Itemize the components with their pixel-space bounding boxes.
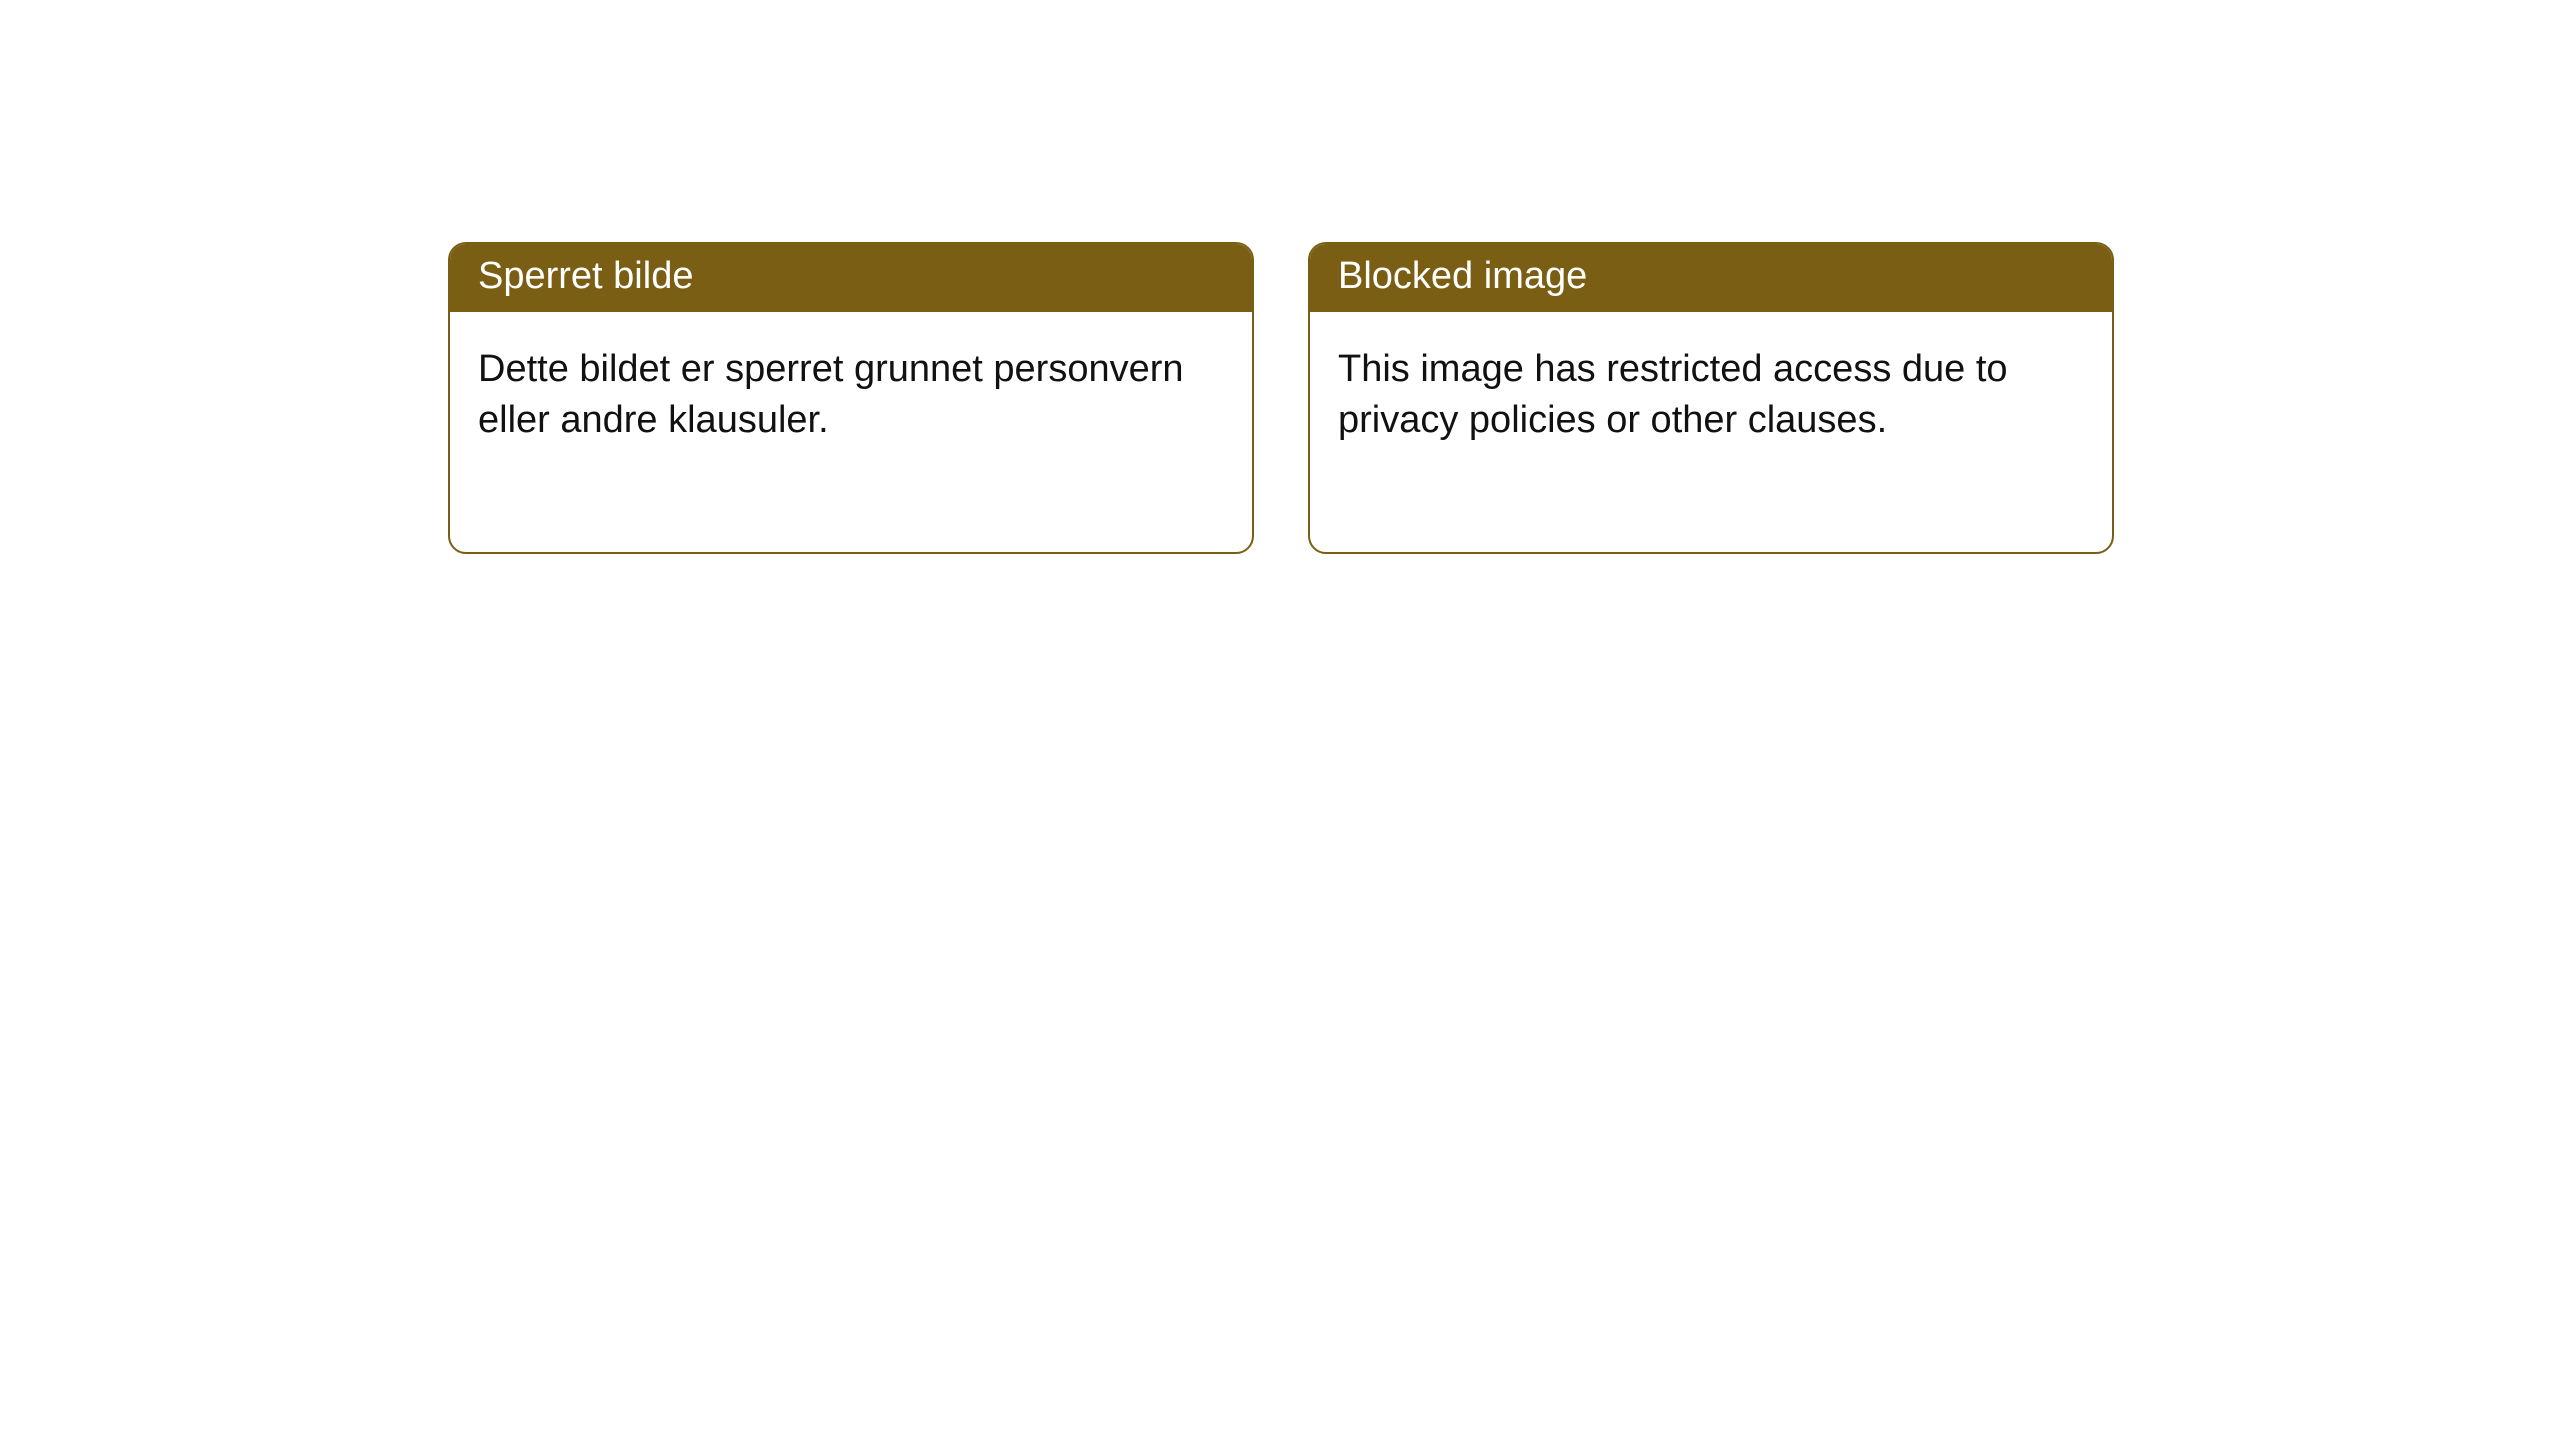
notice-card-en: Blocked image This image has restricted … [1308, 242, 2114, 554]
notice-card-no: Sperret bilde Dette bildet er sperret gr… [448, 242, 1254, 554]
notice-card-title-en: Blocked image [1310, 244, 2112, 312]
notice-row: Sperret bilde Dette bildet er sperret gr… [448, 242, 2114, 554]
notice-card-body-no: Dette bildet er sperret grunnet personve… [450, 312, 1252, 552]
notice-card-body-en: This image has restricted access due to … [1310, 312, 2112, 552]
notice-card-title-no: Sperret bilde [450, 244, 1252, 312]
